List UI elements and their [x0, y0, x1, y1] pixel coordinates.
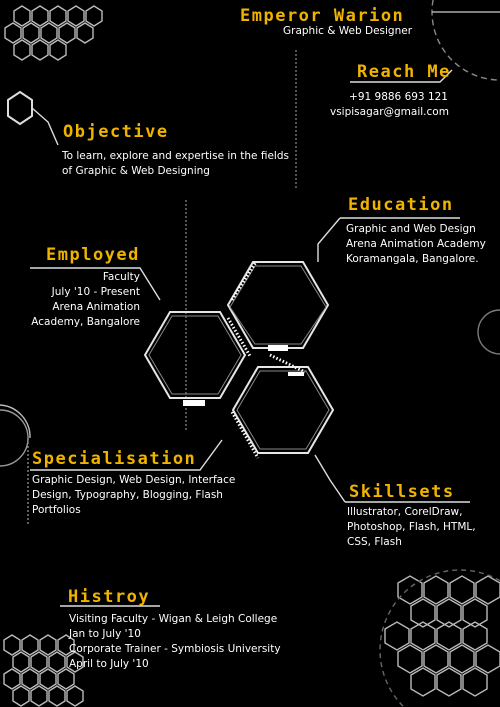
- history-line: Corporate Trainer - Symbiosis University: [69, 643, 281, 655]
- education-line: Graphic and Web Design: [346, 223, 476, 235]
- education-line: Koramangala, Bangalore.: [346, 253, 479, 265]
- contact-block: +91 9886 693 121 vsipisagar@gmail.com: [330, 90, 449, 120]
- skillsets-line: Photoshop, Flash, HTML,: [347, 521, 476, 533]
- employed-line: July '10 - Present: [51, 286, 140, 298]
- objective-line: of Graphic & Web Designing: [62, 165, 210, 177]
- history-line: April to July '10: [69, 658, 149, 670]
- bottom-right-honeycomb: [384, 575, 500, 697]
- role-text: Graphic & Web Designer: [283, 25, 413, 37]
- employed-text: Faculty July '10 - Present Arena Animati…: [10, 270, 140, 330]
- specialisation-line: Design, Typography, Blogging, Flash: [32, 489, 223, 501]
- skillsets-heading: Skillsets: [349, 482, 455, 502]
- specialisation-heading: Specialisation: [32, 449, 197, 469]
- history-heading: Histroy: [68, 587, 151, 607]
- education-line: Arena Animation Academy: [346, 238, 486, 250]
- central-hexagons: [143, 261, 335, 454]
- skillsets-line: Illustrator, CorelDraw,: [347, 506, 463, 518]
- employed-heading: Employed: [46, 245, 140, 265]
- top-left-honeycomb: [4, 5, 103, 61]
- education-text: Graphic and Web Design Arena Animation A…: [346, 222, 486, 267]
- skillsets-text: Illustrator, CorelDraw, Photoshop, Flash…: [347, 505, 476, 550]
- objective-text: To learn, explore and expertise in the f…: [62, 149, 289, 179]
- reach-me-heading: Reach Me: [357, 62, 451, 82]
- employed-line: Academy, Bangalore: [31, 316, 140, 328]
- objective-hex: [7, 90, 33, 126]
- phone-text: +91 9886 693 121: [349, 91, 448, 103]
- objective-line: To learn, explore and expertise in the f…: [62, 150, 289, 162]
- objective-heading: Objective: [63, 122, 169, 142]
- specialisation-line: Graphic Design, Web Design, Interface: [32, 474, 236, 486]
- email-text: vsipisagar@gmail.com: [330, 106, 449, 118]
- specialisation-line: Portfolios: [32, 504, 81, 516]
- history-line: Jan to July '10: [69, 628, 141, 640]
- history-line: Visiting Faculty - Wigan & Leigh College: [69, 613, 278, 625]
- employed-line: Arena Animation: [52, 301, 140, 313]
- bottom-left-honeycomb: [3, 634, 84, 707]
- specialisation-text: Graphic Design, Web Design, Interface De…: [32, 473, 235, 518]
- name-heading: Emperor Warion: [240, 6, 405, 26]
- education-heading: Education: [348, 195, 454, 215]
- employed-line: Faculty: [102, 271, 140, 283]
- skillsets-line: CSS, Flash: [347, 536, 402, 548]
- history-text: Visiting Faculty - Wigan & Leigh College…: [69, 612, 281, 672]
